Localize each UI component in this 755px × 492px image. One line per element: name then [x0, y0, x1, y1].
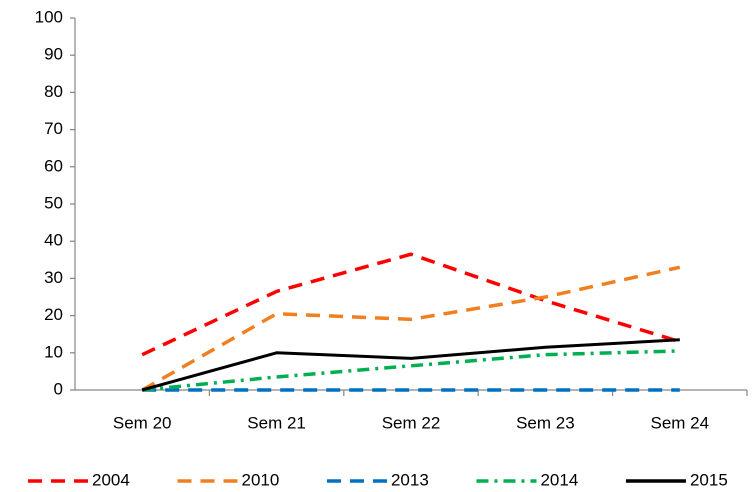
x-tick-label: Sem 23 — [516, 413, 575, 432]
legend-label: 2015 — [690, 470, 728, 489]
legend-label: 2010 — [241, 470, 279, 489]
y-tick-label: 10 — [44, 342, 63, 361]
y-tick-label: 60 — [44, 156, 63, 175]
x-tick-label: Sem 21 — [247, 413, 306, 432]
series-line — [141, 265, 681, 392]
series-line — [142, 349, 680, 392]
x-tick-label: Sem 24 — [651, 413, 710, 432]
legend-label: 2013 — [391, 470, 429, 489]
series-line — [141, 338, 680, 392]
legend-label: 2004 — [92, 470, 130, 489]
y-tick-label: 0 — [54, 379, 63, 398]
y-tick-label: 20 — [44, 305, 63, 324]
y-tick-label: 30 — [44, 268, 63, 287]
y-tick-label: 90 — [44, 45, 63, 64]
x-tick-label: Sem 22 — [382, 413, 441, 432]
y-tick-label: 80 — [44, 82, 63, 101]
y-tick-label: 40 — [44, 231, 63, 250]
legend-label: 2014 — [540, 470, 578, 489]
x-tick-label: Sem 20 — [113, 413, 172, 432]
y-tick-label: 50 — [44, 193, 63, 212]
series-line — [141, 252, 681, 357]
y-tick-label: 100 — [35, 7, 63, 26]
y-tick-label: 70 — [44, 119, 63, 138]
